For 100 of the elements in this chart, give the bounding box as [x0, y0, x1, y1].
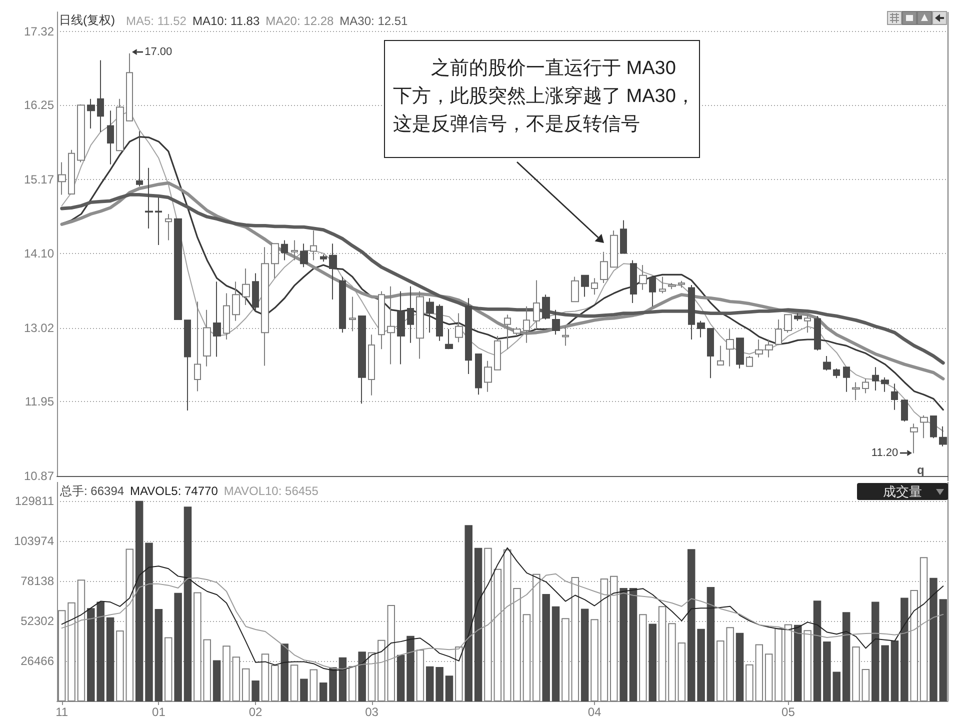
candlestick: [571, 276, 579, 302]
candlestick: [717, 345, 724, 366]
bar: [406, 636, 414, 702]
candlestick: [581, 274, 589, 298]
candlestick: [358, 316, 366, 404]
bar: [532, 574, 540, 702]
y-tick-label: 10.87: [24, 469, 54, 483]
candlestick: [116, 98, 124, 152]
bar: [571, 576, 580, 702]
candlestick: [174, 218, 182, 320]
y-tick-label: 103974: [14, 534, 54, 548]
dropdown: 成交量: [857, 483, 948, 500]
candlestick: [775, 318, 782, 345]
candlestick: [213, 281, 221, 358]
candlestick: [649, 276, 656, 307]
bar: [610, 576, 618, 702]
bar: [387, 605, 395, 702]
bar: [436, 666, 444, 702]
bar: [280, 644, 288, 702]
bar: [871, 602, 880, 702]
candlestick: [184, 320, 191, 411]
text: MA30: 12.51: [340, 14, 408, 28]
y-tick-label: 26466: [20, 654, 54, 668]
x-tick-label: 05: [782, 705, 796, 719]
candlestick: [697, 320, 705, 338]
candlestick: [145, 167, 153, 229]
bar: [939, 599, 948, 702]
candlestick: [881, 376, 889, 392]
y-tick-label: 16.25: [24, 98, 54, 112]
candlestick: [939, 426, 947, 447]
candlestick: [68, 149, 75, 195]
bar: [126, 548, 134, 702]
bar: [154, 609, 163, 702]
bar: [629, 588, 638, 702]
candlestick: [155, 196, 162, 246]
bar: [261, 654, 270, 702]
candlestick: [484, 360, 492, 392]
candlestick: [455, 312, 463, 343]
text: MA5: 11.52: [126, 14, 186, 28]
candlestick: [600, 251, 608, 284]
bar: [232, 656, 240, 702]
bar: [338, 657, 347, 702]
candlestick: [901, 400, 908, 422]
line-series: [61, 573, 944, 670]
candlestick: [378, 290, 385, 350]
bar: [455, 646, 463, 702]
candlestick: [726, 328, 734, 367]
bar: [600, 578, 608, 702]
bar: [174, 592, 182, 702]
candlestick: [87, 98, 95, 130]
candlestick: [475, 353, 482, 396]
candlestick: [252, 272, 259, 312]
bar: [522, 614, 531, 702]
bar: [184, 506, 192, 702]
candlestick: [339, 276, 346, 334]
candlestick: [320, 254, 327, 262]
candlestick: [804, 314, 811, 334]
candlestick: [232, 281, 240, 322]
bar: [764, 654, 773, 702]
y-tick-label: 78138: [20, 574, 54, 588]
bar: [736, 632, 744, 702]
bar: [755, 644, 764, 702]
candlestick: [910, 423, 918, 454]
bar: [542, 594, 550, 702]
candlestick: [407, 286, 414, 344]
candlestick: [58, 162, 66, 196]
candlestick: [659, 276, 666, 294]
candlestick: [542, 294, 550, 320]
candlestick: [814, 316, 821, 352]
candlestick: [620, 220, 627, 254]
candlestick: [281, 240, 288, 261]
candlestick: [494, 336, 501, 370]
candlestick: [552, 309, 560, 336]
x-tick-label: 04: [588, 705, 602, 719]
bar: [590, 619, 598, 702]
x-tick-label: 03: [365, 705, 379, 719]
bar: [930, 578, 938, 702]
candlestick: [678, 280, 685, 288]
candlestick: [242, 268, 250, 306]
candlestick: [852, 382, 860, 401]
x-tick-label: 11: [56, 705, 68, 719]
bar: [464, 525, 472, 702]
bar: [368, 652, 376, 702]
bar: [426, 666, 434, 702]
y-tick-label: 129811: [14, 494, 54, 508]
bar: [396, 654, 405, 702]
candlestick: [397, 290, 405, 365]
candlestick: [291, 240, 298, 261]
bar: [639, 614, 647, 702]
bar: [68, 602, 76, 702]
bar: [852, 646, 860, 702]
candlestick: [261, 246, 269, 366]
candlestick: [107, 110, 114, 165]
annotation: 11.20: [871, 447, 898, 460]
y-tick-label: 15.17: [24, 172, 54, 187]
candlestick: [639, 264, 647, 290]
bar: [862, 668, 870, 702]
candlestick: [610, 230, 618, 268]
candlestick: [523, 306, 530, 344]
candlestick: [862, 378, 869, 394]
